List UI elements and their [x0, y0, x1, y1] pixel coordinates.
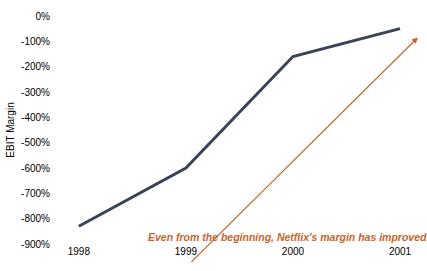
- svg-text:2000: 2000: [282, 246, 305, 257]
- svg-text:-500%: -500%: [21, 137, 50, 148]
- svg-text:-400%: -400%: [21, 112, 50, 123]
- svg-text:-800%: -800%: [21, 213, 50, 224]
- svg-text:0%: 0%: [36, 11, 51, 22]
- svg-text:-200%: -200%: [21, 61, 50, 72]
- svg-text:2001: 2001: [389, 246, 412, 257]
- svg-text:-300%: -300%: [21, 87, 50, 98]
- svg-text:EBIT Margin: EBIT Margin: [5, 102, 16, 157]
- svg-text:Even from the beginning, Netfl: Even from the beginning, Netflix's margi…: [148, 231, 427, 243]
- svg-text:-900%: -900%: [21, 239, 50, 250]
- svg-text:-100%: -100%: [21, 36, 50, 47]
- svg-text:-700%: -700%: [21, 188, 50, 199]
- svg-text:-600%: -600%: [21, 163, 50, 174]
- svg-text:1999: 1999: [175, 246, 198, 257]
- svg-text:1998: 1998: [68, 246, 91, 257]
